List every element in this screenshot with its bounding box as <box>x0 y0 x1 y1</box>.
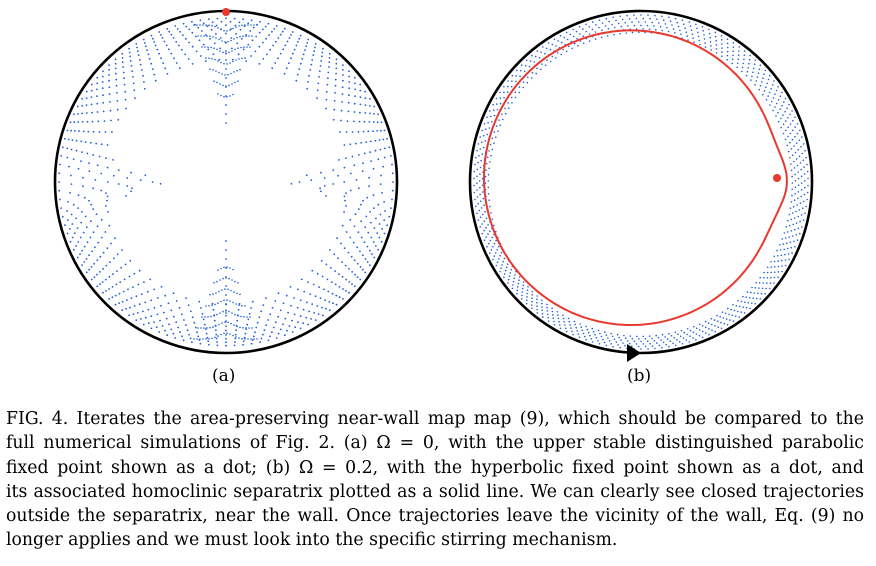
panel-b-label: (b) <box>627 366 652 386</box>
panel-a-wall <box>53 9 399 355</box>
panel-a-iterates <box>58 17 394 347</box>
caption-line-1: FIG. 4. Iterates the area-preserving nea… <box>6 409 864 429</box>
panel-b-fixed-point <box>773 174 781 182</box>
caption-line-3: fixed point shown as a dot; (b) Ω = 0.2,… <box>6 457 864 478</box>
caption-line-5: outside the separatrix, near the wall. O… <box>6 506 864 527</box>
panel-b-separatrix <box>482 29 788 326</box>
panel-b-plot <box>468 9 814 362</box>
panel-a-plot <box>53 8 399 355</box>
panel-a-fixed-point <box>222 8 230 16</box>
figure-canvas <box>53 8 814 362</box>
figure: (a) (b) <box>53 8 814 386</box>
panel-b-wall <box>468 9 814 355</box>
panel-b-iterates <box>473 14 809 350</box>
panel-a-label: (a) <box>212 366 236 386</box>
caption-line-6: longer applies and we must look into the… <box>6 530 618 551</box>
figure-caption: FIG. 4. Iterates the area-preserving nea… <box>6 407 864 553</box>
caption-line-4: its associated homoclinic separatrix plo… <box>6 481 864 502</box>
panel-b-direction-arrow <box>627 344 641 362</box>
caption-line-2: full numerical simulations of Fig. 2. (a… <box>6 433 864 454</box>
